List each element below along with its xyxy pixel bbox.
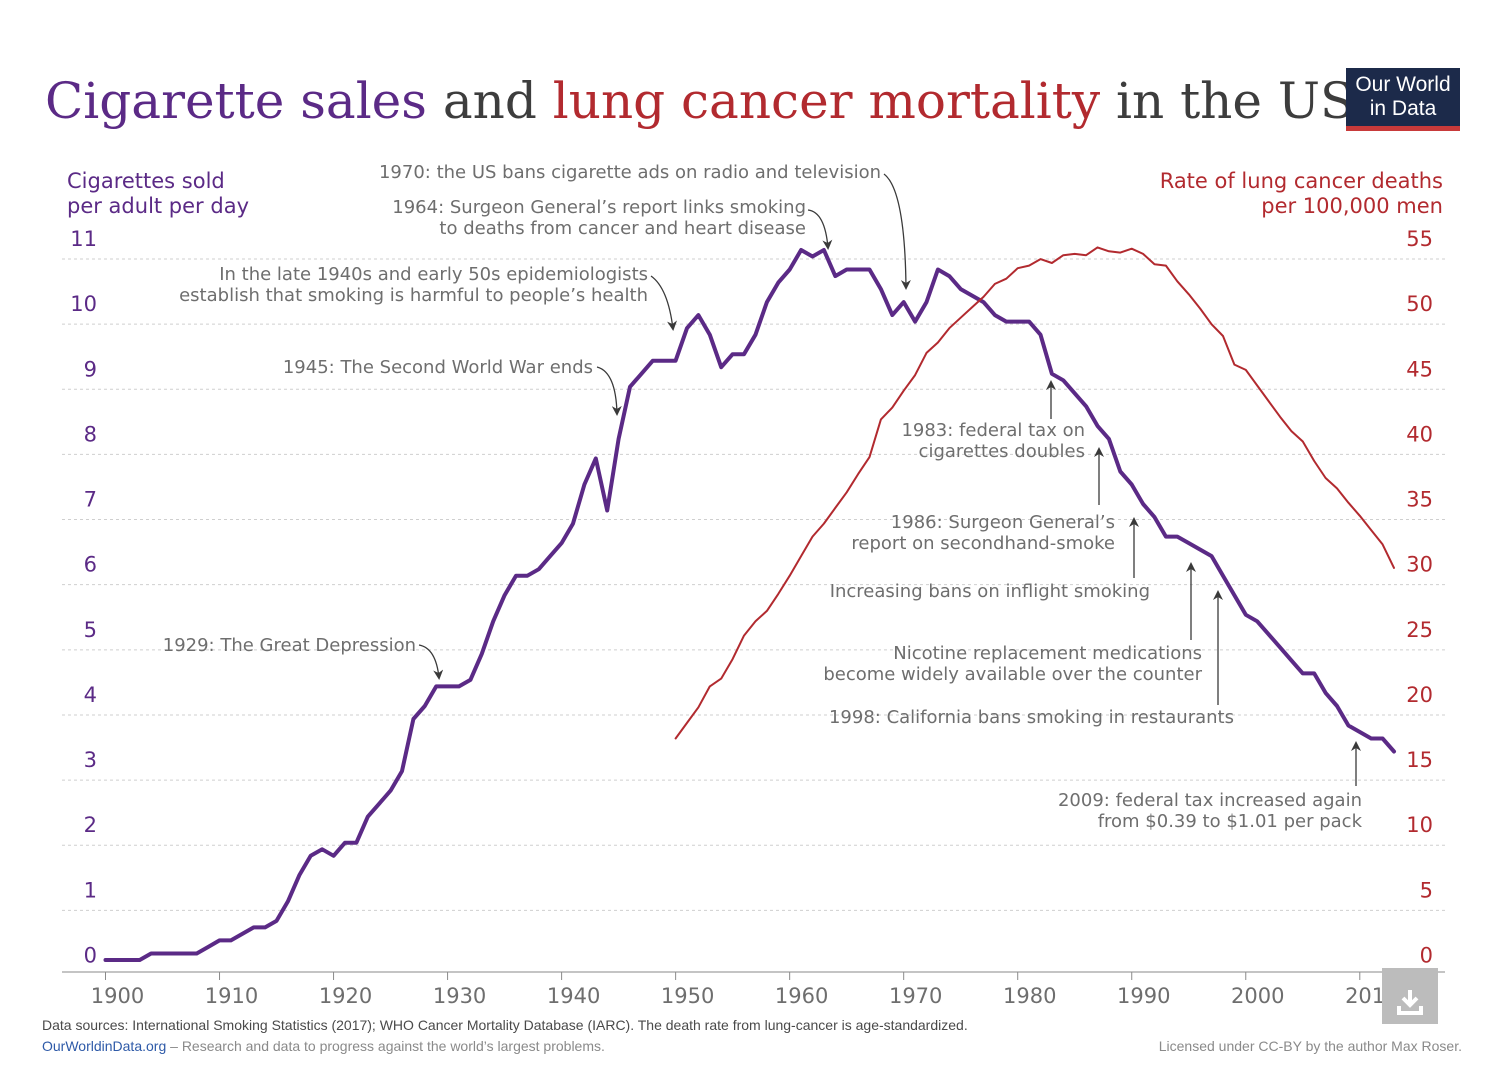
left-tick-label: 4	[84, 683, 97, 707]
left-tick-label: 2	[84, 813, 97, 837]
annotation-ww2: 1945: The Second World War ends	[283, 357, 622, 416]
footer-site-link[interactable]: OurWorldinData.org	[42, 1038, 166, 1054]
left-tick-label: 10	[70, 292, 97, 316]
annotation-arrow	[418, 644, 444, 680]
annotation-text: 1986: Surgeon General’s	[891, 512, 1115, 533]
left-tick-label: 7	[84, 488, 97, 512]
annotation-arrow	[650, 275, 677, 331]
cigarette-sales-line	[103, 248, 1396, 962]
right-tick-label: 55	[1406, 227, 1433, 251]
annotation-text: become widely available over the counter	[823, 664, 1202, 685]
annotation-text: Increasing bans on inflight smoking	[830, 581, 1150, 602]
x-tick-label: 1940	[547, 984, 600, 1008]
annotation-text: from $0.39 to $1.01 per pack	[1098, 811, 1363, 832]
x-tick-label: 1910	[205, 984, 258, 1008]
owid-logo[interactable]: Our World in Data	[1346, 68, 1460, 131]
chart-title: Cigarette sales and lung cancer mortalit…	[45, 72, 1354, 130]
grid-lines	[62, 258, 1445, 911]
x-tick-label: 2000	[1231, 984, 1284, 1008]
title-and: and	[427, 72, 553, 130]
footer-line2: OurWorldinData.org – Research and data t…	[42, 1038, 605, 1054]
footer-tagline: – Research and data to progress against …	[166, 1038, 605, 1054]
x-tick-label: 1950	[661, 984, 714, 1008]
left-axis-title-line2: per adult per day	[67, 194, 249, 218]
left-tick-label: 6	[84, 553, 97, 577]
right-tick-label: 25	[1406, 618, 1433, 642]
annotation-text: 1970: the US bans cigarette ads on radio…	[379, 162, 881, 183]
right-tick-label: 50	[1406, 292, 1433, 316]
title-in-the-us: in the US	[1100, 72, 1354, 130]
lung-cancer-line	[674, 246, 1395, 740]
x-tick-label: 1960	[775, 984, 828, 1008]
x-tick-label: 1990	[1117, 984, 1170, 1008]
annotation-text: to deaths from cancer and heart disease	[439, 218, 806, 239]
annotation-arrow	[807, 209, 833, 250]
annotation-text: 2009: federal tax increased again	[1058, 790, 1362, 811]
annotation-depression: 1929: The Great Depression	[163, 635, 444, 680]
right-axis-title-line2: per 100,000 men	[1261, 194, 1443, 218]
annotation-text: establish that smoking is harmful to peo…	[179, 285, 648, 306]
download-icon	[1397, 990, 1423, 1015]
series-lines	[103, 246, 1396, 962]
annotation-text: In the late 1940s and early 50s epidemio…	[219, 264, 648, 285]
left-tick-label: 3	[84, 748, 97, 772]
left-tick-label: 0	[84, 944, 97, 968]
annotation-text: 1964: Surgeon General’s report links smo…	[392, 197, 806, 218]
left-tick-label: 1	[84, 878, 97, 902]
right-tick-label: 15	[1406, 748, 1433, 772]
logo-accent-bar	[1346, 126, 1460, 131]
annotation-ads1970: 1970: the US bans cigarette ads on radio…	[379, 162, 911, 290]
right-axis-ticks: 0 5 10 15 20 25 30 35 40 45 50 55	[1406, 227, 1433, 968]
right-tick-label: 20	[1406, 683, 1433, 707]
annotation-text: 1998: California bans smoking in restaur…	[829, 707, 1234, 728]
annotation-text: Nicotine replacement medications	[893, 643, 1202, 664]
left-tick-label: 9	[84, 357, 97, 381]
download-button[interactable]	[1382, 968, 1438, 1024]
logo-background	[1346, 68, 1460, 126]
footer-license: Licensed under CC-BY by the author Max R…	[1159, 1038, 1462, 1054]
left-tick-label: 11	[70, 227, 97, 251]
annotation-text: 1945: The Second World War ends	[283, 357, 593, 378]
left-axis-ticks: 0 1 2 3 4 5 6 7 8 9 10 11	[70, 227, 97, 968]
x-tick-label: 1970	[889, 984, 942, 1008]
right-tick-label: 0	[1420, 944, 1433, 968]
annotation-inflight: Increasing bans on inflight smoking	[830, 517, 1150, 602]
right-tick-label: 10	[1406, 813, 1433, 837]
logo-line2: in Data	[1370, 97, 1437, 120]
annotation-arrow	[883, 173, 911, 290]
logo-line1: Our World	[1355, 73, 1450, 96]
footer-sources: Data sources: International Smoking Stat…	[42, 1017, 968, 1033]
x-axis-ticks: 1900 1910 1920 1930 1940 1950 1960 1970 1980 1990…	[91, 972, 1399, 1008]
annotation-arrow	[596, 366, 622, 416]
annotation-text: 1983: federal tax on	[901, 420, 1085, 441]
right-tick-label: 5	[1420, 878, 1433, 902]
right-axis-title-line1: Rate of lung cancer deaths	[1160, 169, 1443, 193]
annotation-text: 1929: The Great Depression	[163, 635, 416, 656]
left-axis-title-line1: Cigarettes sold	[67, 169, 225, 193]
x-tick-label: 1930	[433, 984, 486, 1008]
annotation-california: 1998: California bans smoking in restaur…	[829, 590, 1234, 728]
annotation-epidemiologists: In the late 1940s and early 50s epidemio…	[179, 264, 677, 331]
annotations: 1929: The Great Depression 1945: The Seco…	[163, 162, 1363, 832]
x-tick-label: 1900	[91, 984, 144, 1008]
x-tick-label: 1980	[1003, 984, 1056, 1008]
x-tick-label: 1920	[319, 984, 372, 1008]
annotation-text: report on secondhand-smoke	[851, 533, 1115, 554]
title-lung-cancer-mortality: lung cancer mortality	[553, 72, 1101, 130]
right-tick-label: 35	[1406, 488, 1433, 512]
annotation-sg1964: 1964: Surgeon General’s report links smo…	[392, 197, 833, 250]
title-cigarette-sales: Cigarette sales	[45, 72, 427, 130]
annotation-text: cigarettes doubles	[919, 441, 1085, 462]
right-tick-label: 30	[1406, 553, 1433, 577]
right-tick-label: 40	[1406, 422, 1433, 446]
right-tick-label: 45	[1406, 357, 1433, 381]
left-tick-label: 5	[84, 618, 97, 642]
left-tick-label: 8	[84, 422, 97, 446]
